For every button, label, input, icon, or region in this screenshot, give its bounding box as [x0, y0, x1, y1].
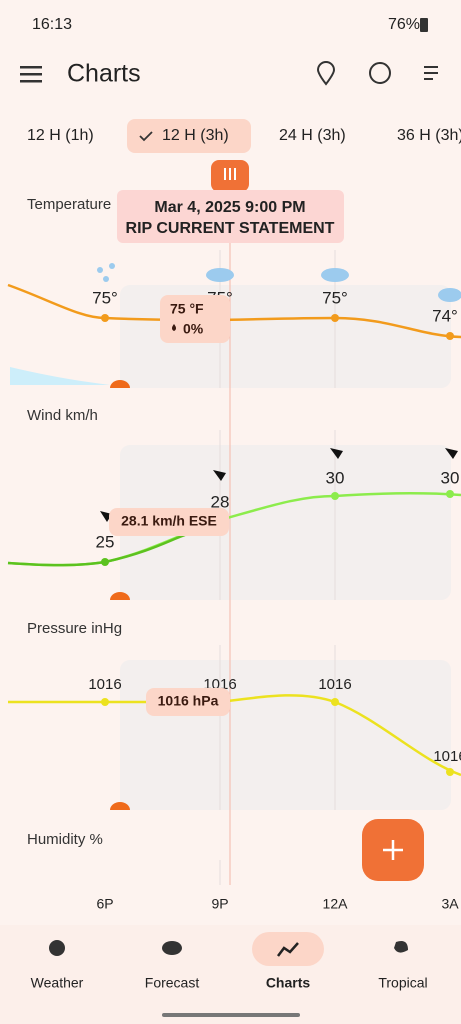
x-label: 9P [211, 896, 228, 912]
nav-icon [49, 940, 65, 956]
battery: 76% [388, 16, 420, 33]
edit-button[interactable] [424, 66, 438, 80]
tab-selected-bg [127, 119, 251, 153]
tab[interactable]: 12 H (1h) [27, 127, 94, 144]
points [101, 490, 454, 566]
tooltip [117, 190, 344, 243]
popup-wind: 28.1 km/h ESE [121, 513, 217, 529]
tab[interactable]: 36 H (3h) [397, 127, 461, 144]
pressure-label: 1016 [318, 676, 351, 693]
location-button[interactable] [316, 61, 336, 86]
pressure-label: 1016 [433, 748, 461, 765]
tab[interactable]: 24 H (3h) [279, 127, 346, 144]
popup-pressure: 1016 hPa [158, 693, 219, 709]
check-icon [139, 131, 153, 142]
info-button[interactable] [369, 62, 391, 84]
drop-icon [172, 324, 176, 331]
points [101, 698, 454, 776]
x-label: 6P [96, 896, 113, 912]
wind-label: 25 [96, 532, 115, 551]
section-title: Temperature [27, 196, 111, 213]
section-title: Pressure inHg [27, 620, 122, 637]
popup [109, 508, 229, 536]
wind-label: 28 [211, 492, 230, 511]
sunset-icon [110, 380, 130, 810]
popup-temp: 75 °F [170, 301, 204, 317]
popup [146, 688, 230, 716]
precip-area [10, 367, 110, 385]
nav-icon [277, 942, 299, 957]
popup-precip: 0% [183, 321, 204, 337]
nav-item[interactable]: Forecast [145, 975, 200, 991]
nav-item[interactable]: Tropical [378, 975, 427, 991]
temp-label: 74° [432, 306, 458, 325]
wind-arrows [100, 448, 458, 522]
points [101, 314, 454, 340]
section-title: Humidity % [27, 831, 103, 848]
tooltip-alert: RIP CURRENT STATEMENT [126, 220, 335, 237]
tooltip-date: Mar 4, 2025 9:00 PM [154, 199, 305, 216]
pressure-label: 1016 [88, 676, 121, 693]
nav-icon [394, 941, 408, 953]
temp-label: 75° [92, 288, 118, 307]
battery-icon [420, 18, 428, 32]
app-title: Charts [67, 60, 141, 88]
menu-button[interactable] [20, 66, 42, 83]
wind-label: 30 [441, 468, 460, 487]
temp-label: 75° [322, 288, 348, 307]
x-label: 3A [441, 896, 459, 912]
section-title: Wind km/h [27, 407, 98, 424]
chart-panel [120, 660, 451, 810]
home-indicator [162, 1013, 300, 1017]
wind-label: 30 [326, 468, 345, 487]
chart-panel [120, 445, 451, 600]
nav-item[interactable]: Weather [31, 975, 84, 991]
x-label: 12A [323, 896, 349, 912]
status-time: 16:13 [32, 16, 72, 33]
nav-bar [0, 925, 461, 1024]
nav-item[interactable]: Charts [266, 975, 311, 991]
tab[interactable]: 12 H (3h) [162, 127, 229, 144]
handle-grip [224, 168, 236, 180]
nav-icon [162, 941, 182, 955]
weather-icon [97, 263, 461, 302]
nav-selected-bg [252, 932, 324, 966]
fab[interactable] [362, 819, 424, 881]
popup [160, 295, 230, 343]
